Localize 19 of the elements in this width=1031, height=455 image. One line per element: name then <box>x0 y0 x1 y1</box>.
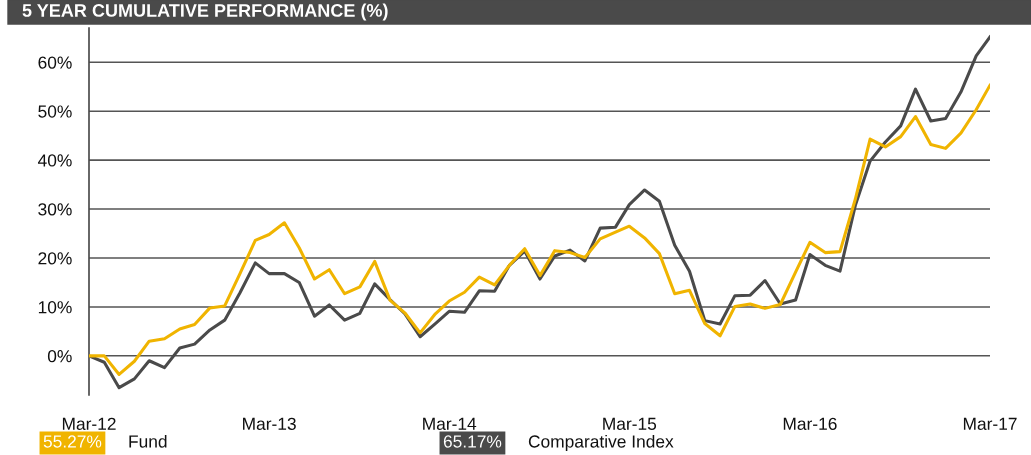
line-series <box>89 83 990 376</box>
y-tick-label: 40% <box>37 154 72 167</box>
text: 65.17% <box>443 435 502 448</box>
x-tick-label: Mar-15 <box>603 417 657 430</box>
x-tick-label: Mar-16 <box>783 417 837 430</box>
chart-title: 5 YEAR CUMULATIVE PERFORMANCE (%) <box>22 3 388 21</box>
y-tick-label: 60% <box>38 56 72 69</box>
x-tick-label: Mar-12 <box>62 417 116 430</box>
y-tick-label: 0% <box>47 350 72 363</box>
text: 55.27% <box>43 435 102 448</box>
x-tick-label: Mar-17 <box>963 417 1017 430</box>
y-tick-label: 50% <box>38 105 72 118</box>
x-tick-label: Mar-13 <box>243 417 296 430</box>
x-tick-label: Mar-14 <box>423 417 477 430</box>
y-tick-label: 20% <box>38 252 72 265</box>
legend-label: Fund <box>129 434 167 448</box>
y-tick-label: 30% <box>38 203 72 216</box>
legend-label: Comparative Index <box>528 434 674 452</box>
y-tick-label: 10% <box>38 301 72 314</box>
